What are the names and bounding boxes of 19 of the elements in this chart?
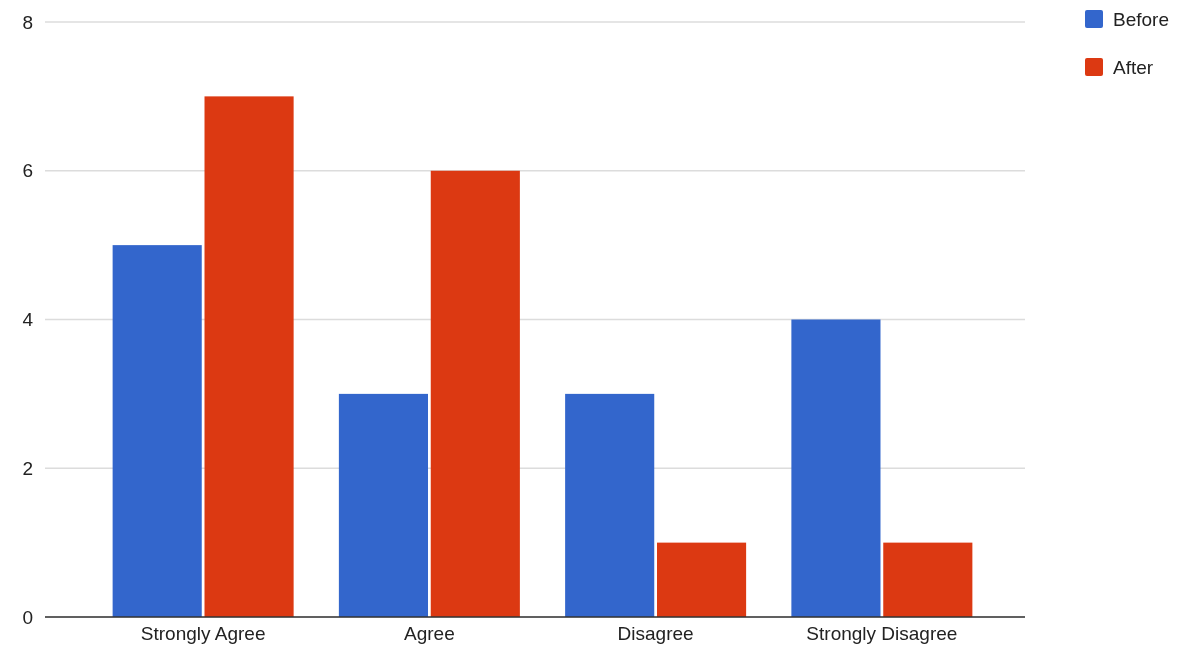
bar	[112, 245, 202, 617]
x-tick-label: Strongly Agree	[140, 623, 266, 645]
y-tick-label: 6	[22, 160, 33, 182]
x-tick-label: Agree	[404, 623, 455, 645]
bar	[883, 542, 973, 617]
y-tick-label: 2	[22, 457, 33, 479]
legend-label: Before	[1113, 9, 1169, 30]
y-tick-label: 4	[22, 309, 34, 331]
bar	[204, 96, 294, 617]
x-tick-label: Disagree	[617, 623, 694, 645]
y-tick-label: 8	[22, 11, 33, 33]
x-tick-label: Strongly Disagree	[806, 623, 958, 645]
bar	[430, 170, 520, 617]
bar	[338, 393, 428, 617]
legend-label: After	[1113, 57, 1154, 78]
bar	[791, 319, 881, 617]
y-tick-label: 0	[22, 606, 33, 628]
bar	[565, 393, 655, 617]
bar	[657, 542, 747, 617]
